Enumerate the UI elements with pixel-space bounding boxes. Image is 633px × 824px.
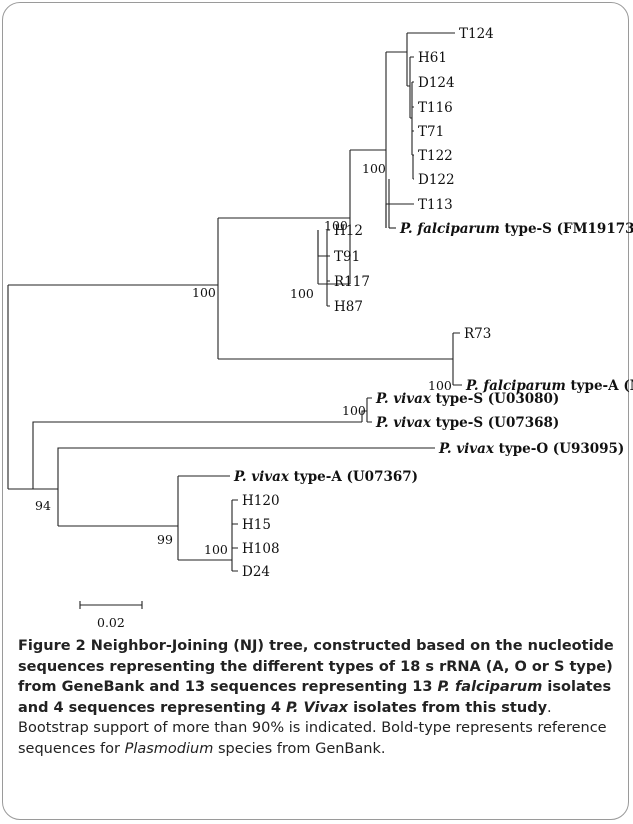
leaf-r73: R73 <box>464 326 491 342</box>
branch-h61 <box>407 56 414 118</box>
leaf-t124: T124 <box>459 26 494 42</box>
caption-body-1: . Bootstrap support of more than 90% is … <box>18 699 607 757</box>
leaf-pv-type-a: P. vivax type-A (U07367) <box>233 469 418 485</box>
leaf-pf-type-s-rest: type-S (FM19173) <box>500 221 633 237</box>
caption-title-3: isolates from this study <box>348 699 548 716</box>
leaf-pf-type-a-rest: type-A (M19172) <box>566 378 633 394</box>
leaf-pv-type-s-2-species: P. vivax <box>375 415 432 431</box>
scale-bar-line <box>79 601 143 609</box>
leaf-d24: D24 <box>242 564 270 580</box>
tree-branches <box>7 32 462 572</box>
leaf-pf-type-a-species: P. falciparum <box>465 378 566 394</box>
caption-title-species-1: P. falciparum <box>437 679 543 695</box>
leaf-pv-type-s-1: P. vivax type-S (U03080) <box>375 391 559 407</box>
bootstrap-falciparum-a: 100 <box>428 378 452 393</box>
leaf-h108: H108 <box>242 541 280 557</box>
branch-d124-block <box>410 82 413 155</box>
caption-title-1: Neighbor-Joining (NJ) tree, constructed … <box>18 638 614 695</box>
branch-h12-group <box>317 229 330 307</box>
leaf-pv-type-s-1-species: P. vivax <box>375 391 432 407</box>
leaf-h87: H87 <box>334 299 363 315</box>
branch-vivax-s <box>361 397 372 423</box>
leaf-d124: D124 <box>418 75 455 91</box>
bootstrap-falciparum-all: 100 <box>192 285 216 300</box>
leaf-pv-type-o-rest: type-O (U93095) <box>494 441 624 457</box>
scale-bar: 0.02 <box>79 601 143 630</box>
bootstrap-falciparum-s: 100 <box>362 161 386 176</box>
branch-vivax-other <box>57 447 435 526</box>
leaf-r117: R117 <box>334 274 370 290</box>
leaf-pv-type-s-2: P. vivax type-S (U07368) <box>375 415 559 431</box>
leaf-d122: D122 <box>418 172 455 188</box>
caption-figure-label: Figure 2 <box>18 638 86 654</box>
branch-t124 <box>386 32 455 86</box>
caption-title-2: isolates and 4 sequences representing 4 <box>18 679 612 716</box>
bootstrap-values: 100 100 100 100 100 100 94 99 100 <box>35 161 452 557</box>
branch-falciparum-main <box>218 150 351 284</box>
branch-falciparum-s <box>350 52 387 228</box>
bootstrap-h120-clade: 100 <box>204 542 228 557</box>
bootstrap-h12-clade: 100 <box>290 286 314 301</box>
leaf-pv-type-o-species: P. vivax <box>438 441 495 457</box>
leaf-t113: T113 <box>418 197 453 213</box>
branch-vivax-all <box>32 421 362 490</box>
caption-body-species: Plasmodium <box>124 740 214 757</box>
leaf-t91: T91 <box>334 249 360 265</box>
leaf-h12: H12 <box>334 223 363 239</box>
leaf-pf-type-s-species: P. falciparum <box>399 221 500 237</box>
bootstrap-falciparum-main: 100 <box>324 218 348 233</box>
branch-t122-d122 <box>412 154 414 180</box>
scale-bar-label: 0.02 <box>97 615 125 630</box>
leaf-t122: T122 <box>418 148 453 164</box>
bootstrap-vivax-other: 94 <box>35 498 51 513</box>
leaf-h120: H120 <box>242 493 280 509</box>
leaf-h15: H15 <box>242 517 271 533</box>
bootstrap-vivax-s: 100 <box>342 403 366 418</box>
branch-falciparum-a <box>218 332 462 386</box>
bootstrap-vivax-a: 99 <box>157 532 173 547</box>
phylogenetic-tree: T124 H61 D124 T116 T71 T122 D122 T113 P.… <box>7 26 633 630</box>
leaf-pv-type-a-species: P. vivax <box>233 469 290 485</box>
leaf-pv-type-o: P. vivax type-O (U93095) <box>438 441 624 457</box>
branch-leaves-d124-t71 <box>412 81 414 132</box>
branch-falciparum-all <box>33 218 219 359</box>
branch-h120-clade <box>178 499 238 572</box>
caption-body-2: species from GenBank. <box>213 740 386 757</box>
leaf-pv-type-s-2-rest: type-S (U07368) <box>431 415 559 431</box>
leaf-pv-type-s-1-rest: type-S (U03080) <box>431 391 559 407</box>
leaf-pf-type-s: P. falciparum type-S (FM19173) <box>399 221 633 237</box>
leaf-h61: H61 <box>418 50 447 66</box>
branch-vivax-a-clade <box>58 475 230 560</box>
leaf-labels: T124 H61 D124 T116 T71 T122 D122 T113 P.… <box>233 26 633 580</box>
leaf-t116: T116 <box>418 100 453 116</box>
branch-root <box>7 284 33 490</box>
leaf-t71: T71 <box>418 124 444 140</box>
figure-caption: Figure 2 Neighbor-Joining (NJ) tree, con… <box>18 636 618 759</box>
leaf-pf-type-a: P. falciparum type-A (M19172) <box>465 378 633 394</box>
caption-title-species-2: P. Vivax <box>286 699 349 716</box>
branch-t113 <box>385 179 414 228</box>
leaf-pv-type-a-rest: type-A (U07367) <box>289 469 418 485</box>
